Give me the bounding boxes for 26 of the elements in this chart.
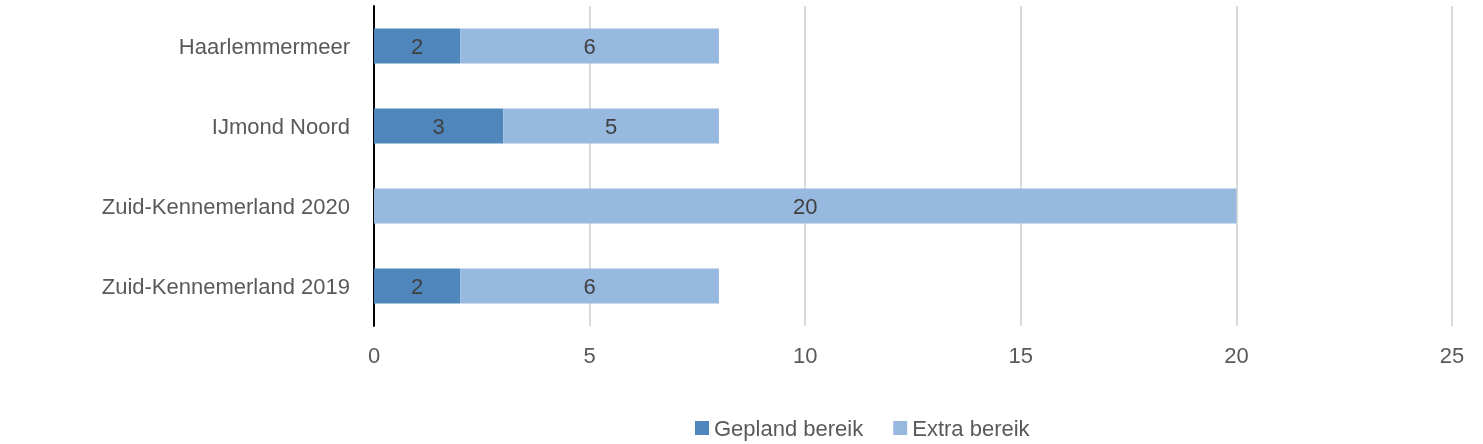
x-tick-label: 20 [1224,342,1249,368]
x-tick-label: 25 [1439,342,1465,368]
bar [460,28,719,64]
x-tick-label: 15 [1008,342,1034,368]
y-tick-label: IJmond Noord [211,113,350,139]
y-tick-label: Haarlemmermeer [178,33,350,59]
data-label: 6 [583,273,596,299]
data-label: 6 [583,33,596,59]
bar [374,28,461,64]
data-label: 3 [432,113,445,139]
y-tick-label: Zuid-Kennemerland 2019 [101,273,350,299]
data-label: 2 [410,273,424,299]
data-label: 20 [792,193,818,219]
x-tick-label: 10 [792,342,818,368]
y-tick-label: Zuid-Kennemerland 2020 [101,193,350,219]
bar [460,268,719,304]
bar [503,108,719,144]
legend-label: Gepland bereik [714,415,865,441]
bar [374,188,1237,224]
bar [374,268,461,304]
x-tick-label: 5 [583,342,596,368]
data-label: 5 [605,113,618,139]
data-label: 2 [410,33,424,59]
legend-label: Extra bereik [912,415,1031,441]
bar [374,108,504,144]
x-tick-label: 0 [367,342,381,368]
